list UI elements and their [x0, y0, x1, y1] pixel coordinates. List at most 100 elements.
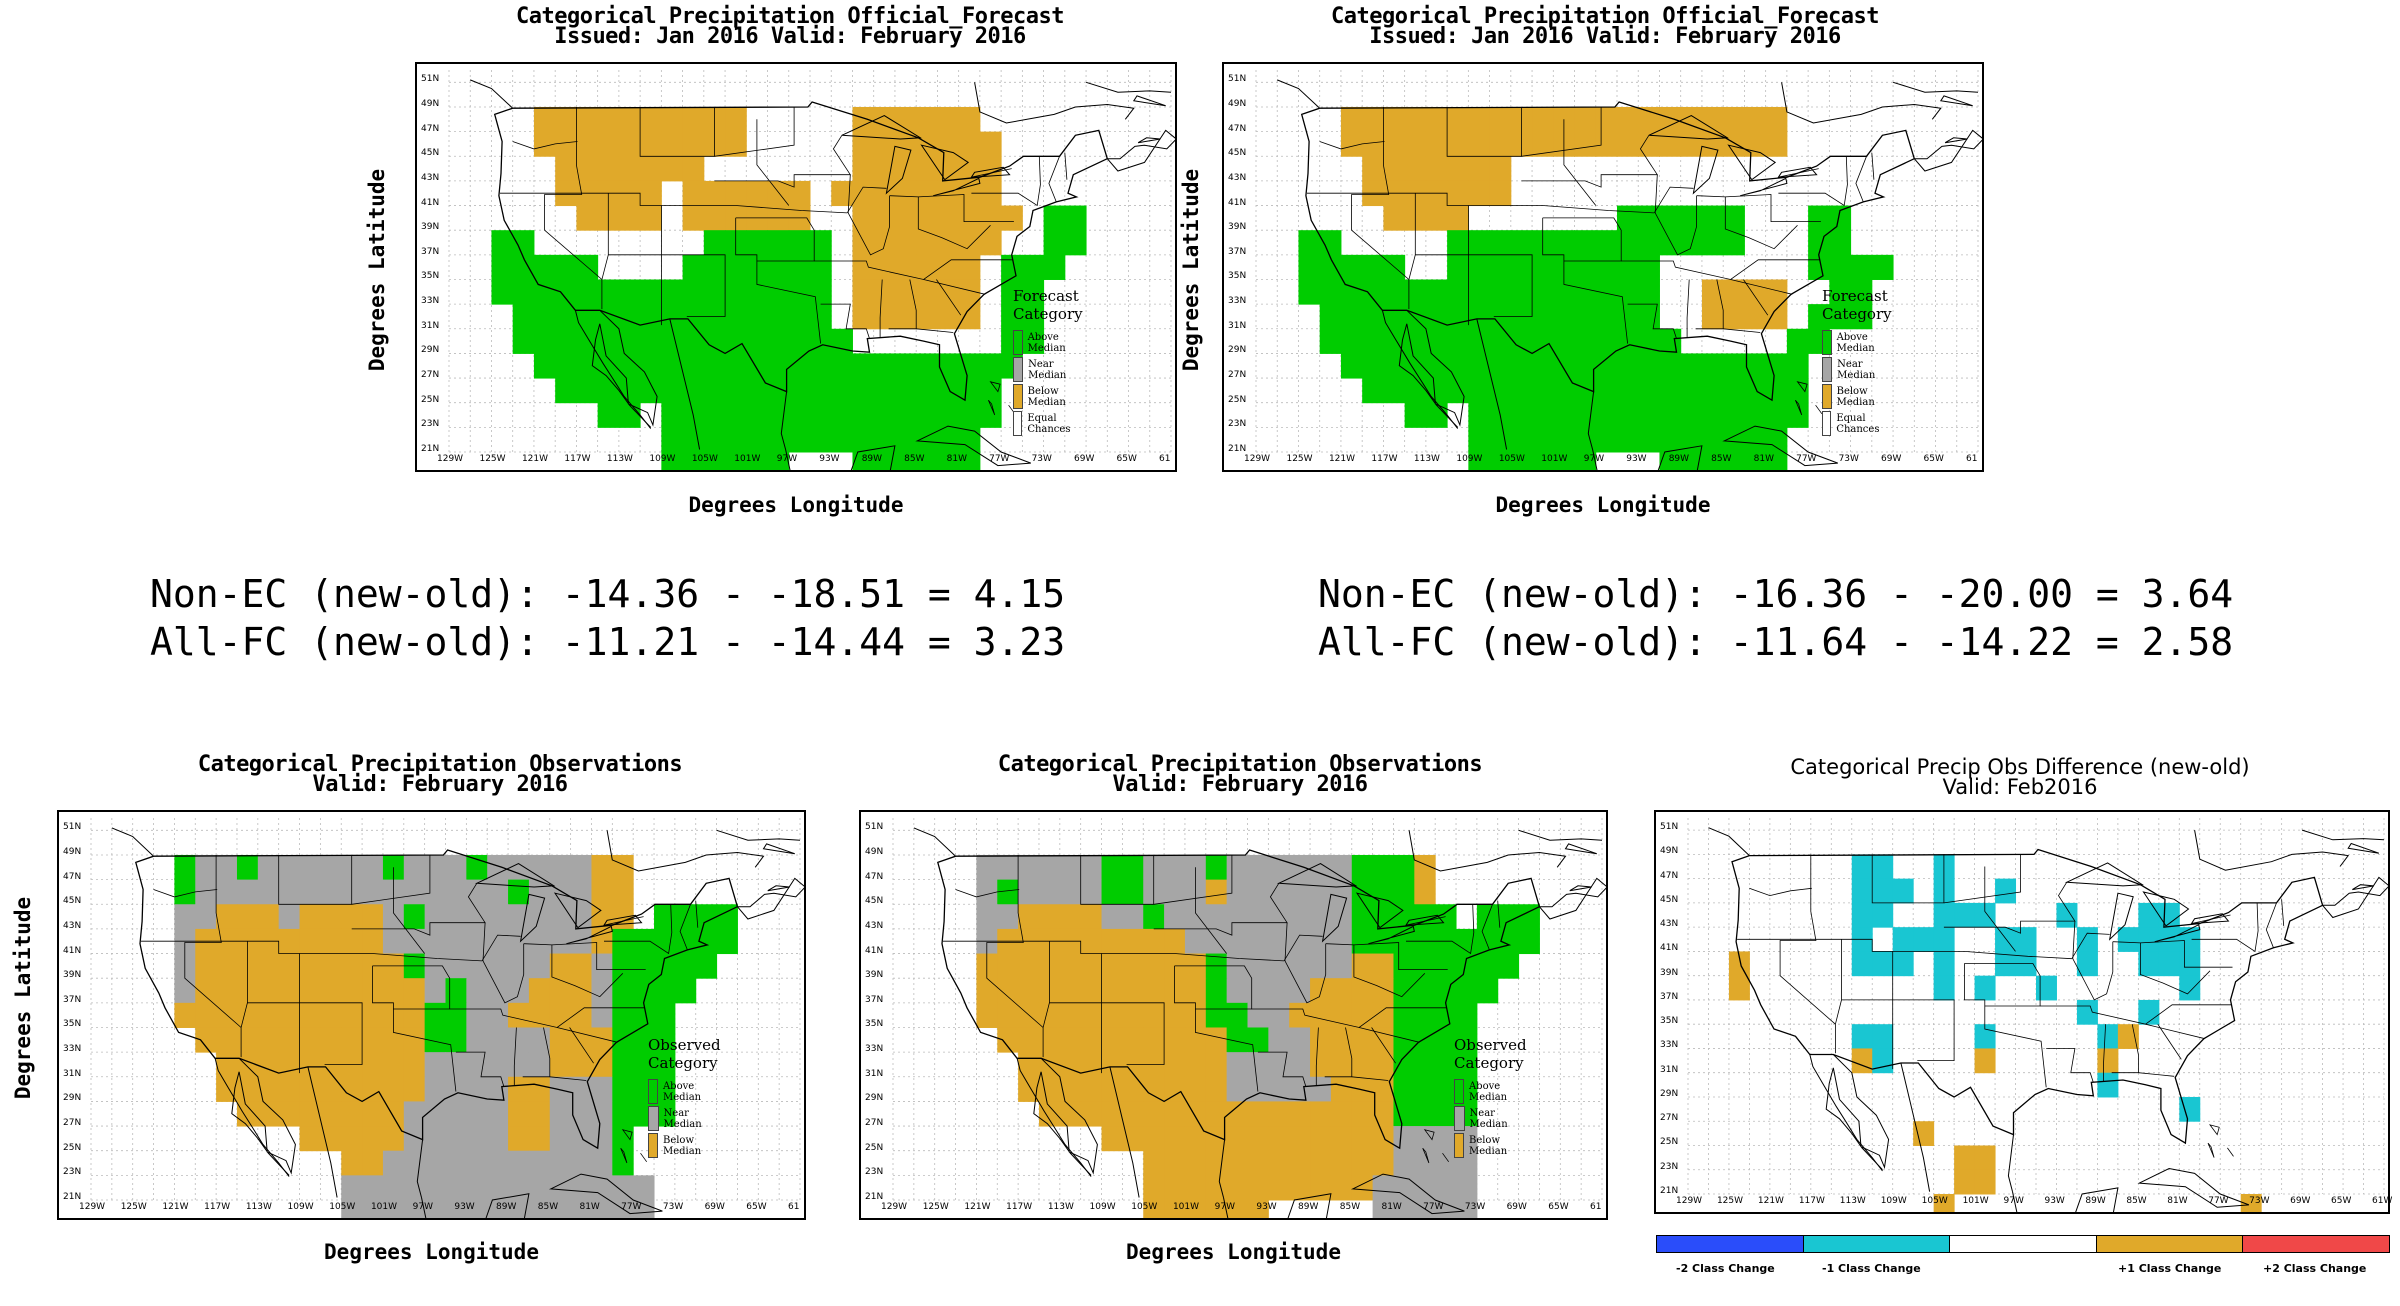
grid-cell — [487, 953, 509, 979]
boundary-line — [566, 925, 613, 945]
grid-cell — [2117, 1024, 2139, 1049]
grid-cell — [1659, 205, 1682, 231]
boundary-line — [916, 328, 954, 333]
map-plot-area — [1654, 810, 2390, 1214]
grid-cell — [549, 1126, 572, 1152]
grid-cell — [1393, 1076, 1415, 1102]
grid-cell — [1974, 975, 1996, 1001]
grid-cell — [1974, 1169, 1996, 1195]
longitude-tick-label: 81W — [1753, 454, 1774, 464]
grid-cell — [976, 1002, 998, 1028]
panel-subtitle: Valid: February 2016 — [312, 772, 568, 797]
grid-cell — [424, 879, 446, 905]
boundary-line — [1740, 177, 1788, 197]
grid-cell — [1404, 378, 1427, 404]
boundary-line — [785, 445, 896, 470]
boundary-line — [1257, 1051, 1307, 1087]
grid-cell — [216, 879, 238, 905]
x-axis-label: Degrees Longitude — [324, 1240, 539, 1264]
boundary-line — [1730, 279, 1793, 295]
grid-cell — [958, 427, 981, 453]
grid-cell — [1330, 1027, 1353, 1053]
grid-cell — [1553, 230, 1576, 256]
boundary-line — [523, 942, 646, 970]
grid-cell — [1510, 378, 1533, 404]
grid-cell — [341, 1126, 363, 1152]
grid-cell — [362, 1052, 384, 1078]
grid-cell — [445, 1052, 467, 1078]
grid-cell — [570, 1002, 592, 1028]
boundary-line — [714, 107, 795, 157]
grid-cell — [1638, 254, 1660, 280]
grid-cell — [278, 928, 301, 955]
grid-cell — [195, 1027, 217, 1053]
boundary-line — [1033, 1057, 1098, 1176]
grid-cell — [570, 854, 592, 881]
longitude-tick-label: 65W — [2331, 1196, 2352, 1206]
grid-cell — [1164, 879, 1186, 905]
grid-cell — [1080, 1101, 1103, 1127]
grid-cell — [341, 1150, 363, 1176]
grid-cell — [725, 328, 747, 354]
boundary-line — [2347, 842, 2380, 854]
grid-cell — [852, 353, 875, 379]
grid-cell — [1289, 1126, 1311, 1152]
grid-cell — [916, 402, 938, 428]
boundary-line — [1481, 904, 1493, 951]
boundary-line — [372, 965, 457, 1092]
longitude-tick-label: 105W — [1498, 454, 1525, 464]
grid-cell — [958, 254, 981, 280]
grid-cell — [1638, 279, 1660, 305]
boundary-line — [1284, 922, 1327, 1004]
grid-cell — [1122, 904, 1144, 930]
grid-cell — [299, 1052, 321, 1078]
grid-cell — [1001, 205, 1023, 231]
grid-cell — [1247, 1175, 1269, 1201]
grid-cell — [216, 1052, 238, 1078]
grid-cell — [216, 978, 238, 1004]
boundary-line — [1300, 101, 1916, 402]
boundary-line — [1398, 309, 1465, 428]
latitude-tick-label: 37N — [63, 994, 82, 1005]
grid-cell — [278, 904, 301, 930]
grid-cell — [341, 1101, 363, 1127]
grid-cell — [1851, 951, 1873, 977]
grid-cell — [1414, 1002, 1436, 1028]
longitude-tick-label: 117W — [204, 1202, 231, 1212]
grid-cell — [1164, 928, 1186, 955]
colorbar-cell — [2243, 1236, 2389, 1252]
legend-item-below: Below Median — [1822, 383, 1892, 410]
grid-cell — [512, 328, 535, 354]
grid-cell — [278, 1101, 301, 1127]
grid-cell — [216, 1027, 238, 1053]
grid-cell — [1393, 904, 1415, 930]
grid-cell — [1574, 378, 1597, 404]
grid-cell — [937, 279, 960, 305]
grid-cell — [528, 953, 551, 979]
boundary-line — [2191, 902, 2259, 953]
grid-cell — [1850, 304, 1873, 330]
grid-cell — [1393, 1002, 1415, 1028]
grid-cell — [1510, 230, 1533, 256]
grid-cell — [549, 953, 572, 979]
grid-cell — [810, 427, 832, 453]
grid-cell — [1184, 1076, 1207, 1102]
grid-cell — [257, 904, 280, 930]
grid-cell — [576, 205, 599, 231]
grid-cell — [466, 1150, 488, 1176]
boundary-line — [1521, 135, 1659, 188]
map-svg — [90, 818, 804, 1218]
legend-item-near: Near Median — [1013, 356, 1083, 383]
grid-cell — [1497, 953, 1520, 979]
grid-cell — [1404, 106, 1427, 133]
legend-swatch — [1454, 1106, 1465, 1131]
legend-title: Forecast Category — [1013, 287, 1083, 323]
grid-cell — [2138, 999, 2160, 1025]
boundary-line — [1277, 79, 1321, 109]
grid-cell — [1164, 1027, 1186, 1053]
longitude-tick-label: 101W — [370, 1202, 398, 1212]
boundary-line — [548, 1173, 663, 1215]
boundary-line — [695, 900, 699, 928]
longitude-tick-label: 89W — [861, 454, 883, 464]
grid-cell — [257, 1101, 280, 1127]
